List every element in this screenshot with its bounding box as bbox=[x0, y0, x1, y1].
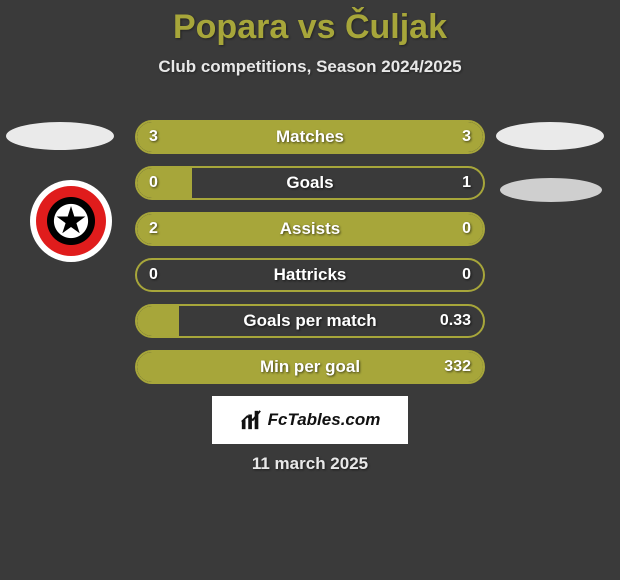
club-badge-left bbox=[30, 180, 112, 262]
stat-value-right: 0 bbox=[462, 266, 471, 284]
stat-value-right: 3 bbox=[462, 128, 471, 146]
player-right-oval bbox=[496, 122, 604, 150]
stat-row-assists: 2 Assists 0 bbox=[135, 212, 485, 246]
brand-link[interactable]: FcTables.com bbox=[212, 396, 408, 444]
page-title: Popara vs Čuljak bbox=[0, 0, 620, 47]
page-subtitle: Club competitions, Season 2024/2025 bbox=[0, 57, 620, 77]
stat-row-goals-per-match: Goals per match 0.33 bbox=[135, 304, 485, 338]
stat-row-goals: 0 Goals 1 bbox=[135, 166, 485, 200]
player-left-oval bbox=[6, 122, 114, 150]
stat-row-matches: 3 Matches 3 bbox=[135, 120, 485, 154]
stat-value-right: 1 bbox=[462, 174, 471, 192]
stat-value-right: 0 bbox=[462, 220, 471, 238]
stat-row-hattricks: 0 Hattricks 0 bbox=[135, 258, 485, 292]
stat-label: Goals per match bbox=[137, 311, 483, 331]
date-label: 11 march 2025 bbox=[0, 454, 620, 474]
stat-label: Assists bbox=[137, 219, 483, 239]
stat-label: Goals bbox=[137, 173, 483, 193]
stat-label: Min per goal bbox=[137, 357, 483, 377]
stat-value-right: 332 bbox=[444, 358, 471, 376]
stat-row-min-per-goal: Min per goal 332 bbox=[135, 350, 485, 384]
club-badge-icon bbox=[36, 186, 106, 256]
brand-chart-icon bbox=[240, 409, 262, 431]
stat-label: Matches bbox=[137, 127, 483, 147]
player-right-oval-2 bbox=[500, 178, 602, 202]
stat-label: Hattricks bbox=[137, 265, 483, 285]
stat-value-right: 0.33 bbox=[440, 312, 471, 330]
stats-container: 3 Matches 3 0 Goals 1 2 Assists 0 0 Hatt… bbox=[135, 120, 485, 396]
brand-text: FcTables.com bbox=[268, 410, 381, 430]
